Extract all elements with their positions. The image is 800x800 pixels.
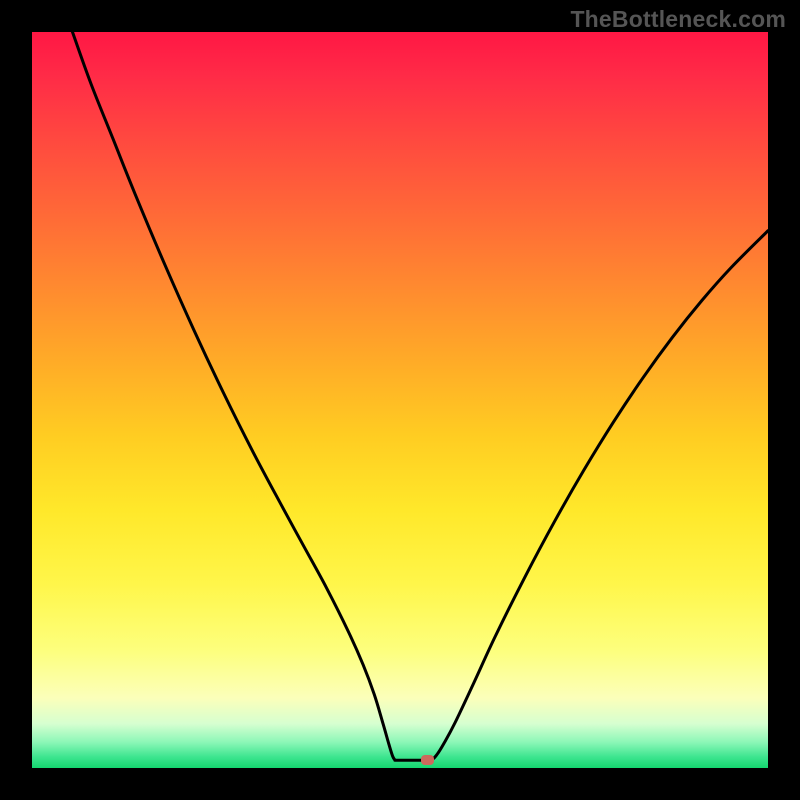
watermark-text: TheBottleneck.com <box>570 6 786 33</box>
plot-area <box>32 32 768 768</box>
optimum-marker <box>421 755 434 765</box>
chart-svg <box>32 32 768 768</box>
bottleneck-curve <box>72 32 768 760</box>
stage: TheBottleneck.com <box>0 0 800 800</box>
